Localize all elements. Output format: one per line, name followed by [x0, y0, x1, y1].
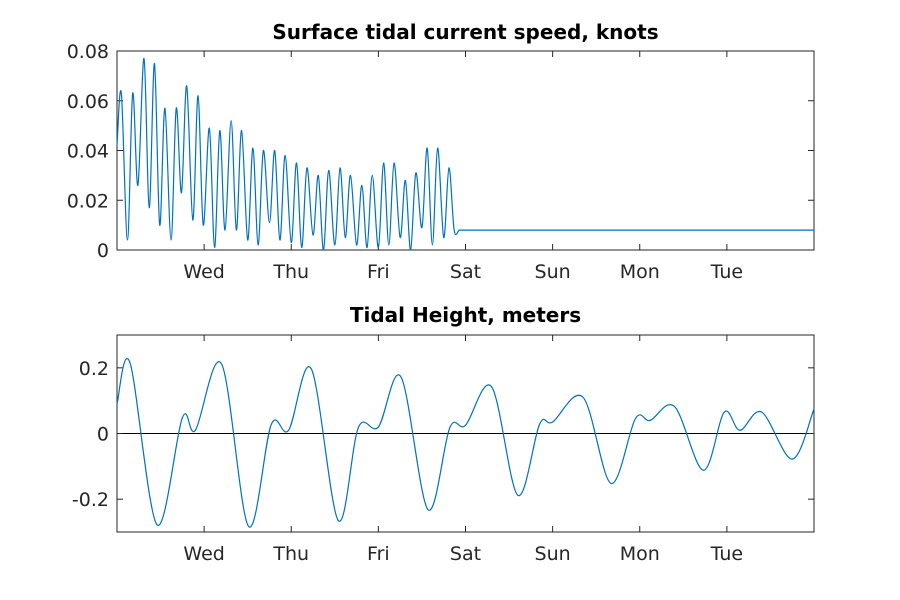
- current-speed-y-tick-label: 0.02: [67, 190, 109, 212]
- tidal-height-x-tick-label: Sun: [535, 543, 571, 565]
- current-speed-x-tick-label: Fri: [367, 261, 390, 283]
- current-speed-y-tick-label: 0: [97, 240, 109, 262]
- current-speed-y-tick-label: 0.08: [67, 41, 109, 63]
- current-speed-x-tick-label: Tue: [710, 261, 743, 283]
- current-speed-series-line: [116, 57, 814, 251]
- tidal-height-y-tick-label: -0.2: [72, 489, 109, 511]
- current-speed-plot-area: 0 0.02 0.04 0.06 0.08 Wed Thu Fri Sat Sun Mon Tue: [67, 41, 815, 283]
- current-speed-x-tick-label: Wed: [183, 261, 224, 283]
- tidal-height-x-tick-label: Thu: [272, 543, 309, 565]
- tidal-height-chart: Tidal Height, meters -0.2 0 0.2 Wed Thu Fri Sa…: [72, 303, 815, 565]
- current-speed-x-tick-label: Sun: [535, 261, 571, 283]
- tidal-height-x-tick-label: Wed: [183, 543, 224, 565]
- tidal-height-y-tick-label: 0.2: [79, 358, 109, 380]
- current-speed-chart: Surface tidal current speed, knots 0 0.02…: [67, 20, 815, 283]
- current-speed-x-tick-label: Mon: [620, 261, 660, 283]
- current-speed-x-tick-label: Thu: [272, 261, 309, 283]
- current-speed-title: Surface tidal current speed, knots: [272, 20, 658, 44]
- tidal-height-series-line: [116, 358, 815, 528]
- tidal-height-title: Tidal Height, meters: [350, 303, 581, 327]
- tidal-height-x-tick-label: Tue: [710, 543, 743, 565]
- tidal-height-x-tick-label: Fri: [367, 543, 390, 565]
- tidal-height-y-tick-label: 0: [97, 424, 109, 446]
- current-speed-y-tick-label: 0.06: [67, 91, 109, 113]
- tidal-height-x-tick-label: Mon: [620, 543, 660, 565]
- tidal-height-x-tick-label: Sat: [450, 543, 481, 565]
- current-speed-x-tick-label: Sat: [450, 261, 481, 283]
- tidal-height-plot-area: -0.2 0 0.2 Wed Thu Fri Sat Sun Mon Tue: [72, 334, 815, 565]
- current-speed-y-tick-label: 0.04: [67, 141, 109, 163]
